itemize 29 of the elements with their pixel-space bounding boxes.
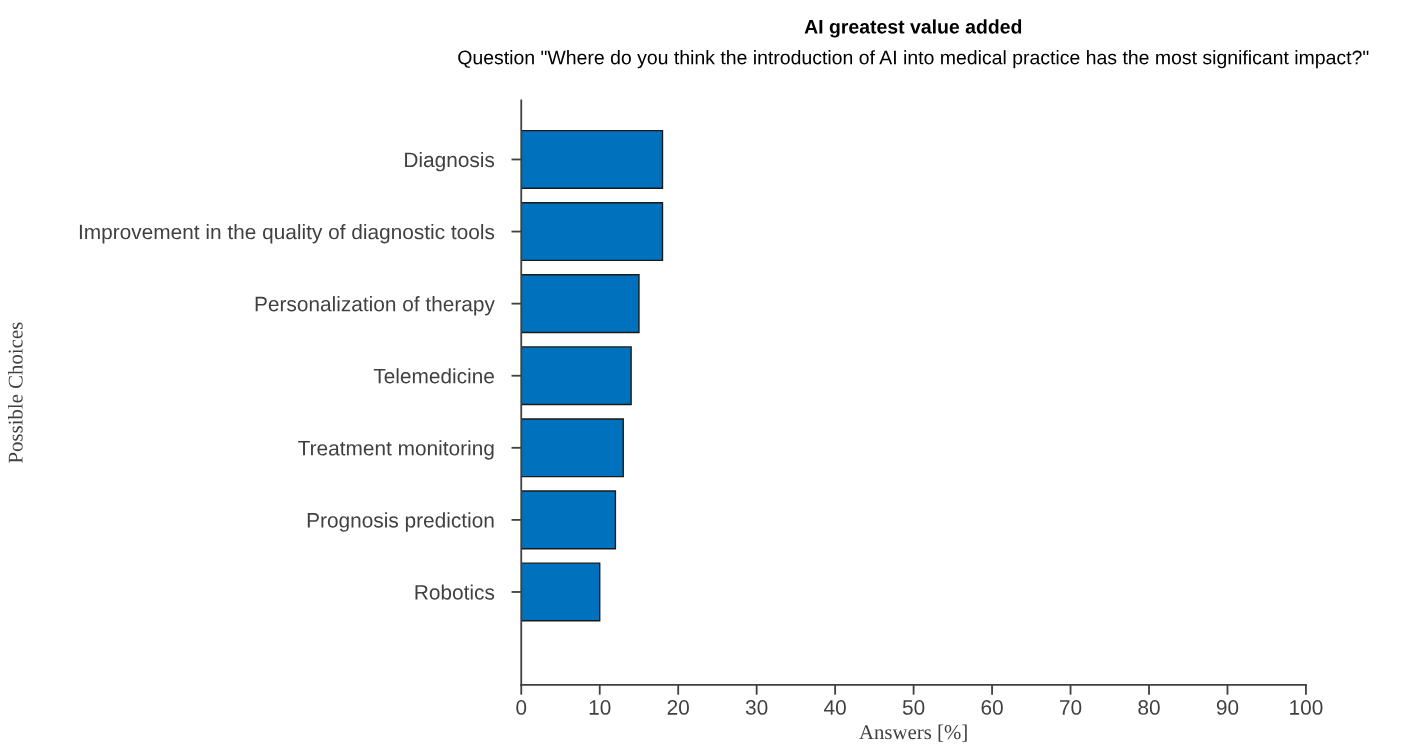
bar (521, 490, 617, 550)
bar (521, 202, 664, 262)
x-tick-label: 50 (902, 700, 925, 715)
chart-title: AI greatest value added (804, 19, 1022, 38)
x-tick-label: 0 (516, 700, 527, 715)
y-tick-label: Robotics (415, 584, 495, 600)
bar (521, 274, 640, 334)
x-tick-label: 60 (981, 700, 1003, 715)
x-tick-label: 100 (1290, 700, 1323, 715)
x-tick-label: 90 (1216, 700, 1239, 715)
bar (521, 562, 601, 622)
y-axis-title: Possible Choices (8, 322, 23, 463)
x-tick-label: 80 (1138, 700, 1160, 715)
x-tick-label: 10 (589, 700, 611, 715)
y-tick-label: Diagnosis (405, 151, 495, 172)
bar (521, 418, 624, 478)
x-tick-label: 70 (1060, 700, 1082, 715)
x-tick-label: 20 (667, 700, 689, 715)
x-axis-title: Answers [%] (859, 724, 967, 742)
y-tick-label: Improvement in the quality of diagnostic tools (79, 224, 495, 244)
bar (521, 346, 632, 406)
chart-subtitle: Question "Where do you think the introduction of AI into medical practice has the most significant impact?" (458, 50, 1369, 69)
y-tick-label: Telemedicine (373, 368, 494, 384)
x-tick-label: 40 (824, 700, 846, 715)
y-tick-label: Personalization of therapy (255, 296, 495, 316)
bar (521, 129, 664, 190)
x-tick-label: 30 (745, 700, 768, 715)
y-tick-label: Prognosis prediction (307, 512, 494, 532)
y-tick-label: Treatment monitoring (298, 440, 494, 460)
